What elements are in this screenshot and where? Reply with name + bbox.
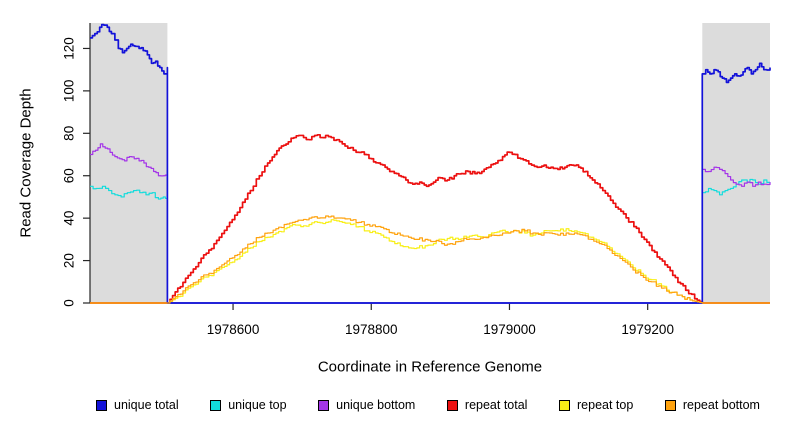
x-axis-title: Coordinate in Reference Genome	[317, 358, 543, 376]
legend-swatch	[96, 399, 107, 411]
legend: unique total unique top unique bottom repea…	[96, 398, 760, 412]
legend-label: repeat bottom	[682, 398, 760, 412]
series-line-repeat-bottom	[90, 215, 770, 304]
y-tick-label: 100	[62, 80, 77, 103]
series-line-repeat-total	[90, 133, 770, 304]
legend-swatch	[559, 399, 570, 411]
legend-swatch	[210, 399, 222, 411]
x-tick-label: 1979200	[621, 322, 674, 337]
legend-label: repeat total	[464, 398, 528, 412]
x-tick-label: 1978800	[345, 322, 398, 337]
legend-swatch	[664, 399, 676, 411]
legend-item-repeat-bottom: repeat bottom	[664, 398, 760, 412]
y-tick-label: 40	[62, 211, 77, 226]
legend-item-repeat-total: repeat total	[446, 398, 528, 412]
legend-label: unique top	[228, 398, 287, 412]
series-line-unique-bottom	[90, 143, 771, 304]
legend-item-unique-top: unique top	[210, 398, 287, 412]
plot-canvas: 0 20 40 60 80 100 120 1978600 1978800 1979000 1979…	[62, 23, 771, 337]
y-axis-title: Read Coverage Depth	[17, 88, 35, 238]
legend-swatch	[318, 399, 330, 411]
legend-label: unique total	[114, 398, 179, 412]
x-tick-label: 1978600	[207, 322, 260, 337]
y-tick-label: 120	[62, 37, 77, 60]
legend-item-unique-total: unique total	[96, 398, 179, 412]
y-tick-label: 20	[62, 253, 77, 268]
y-tick-label: 60	[62, 168, 77, 183]
y-tick-label: 80	[62, 126, 77, 141]
legend-item-unique-bottom: unique bottom	[318, 398, 415, 412]
shaded-region	[90, 23, 168, 303]
legend-label: repeat top	[577, 398, 634, 412]
series-line-unique-total	[90, 23, 771, 304]
x-tick-label: 1979000	[483, 322, 536, 337]
series-line-repeat-top	[90, 219, 770, 304]
legend-item-repeat-top: repeat top	[559, 398, 633, 412]
legend-swatch	[446, 399, 458, 411]
y-tick-label: 0	[62, 299, 77, 307]
legend-label: unique bottom	[336, 398, 416, 412]
